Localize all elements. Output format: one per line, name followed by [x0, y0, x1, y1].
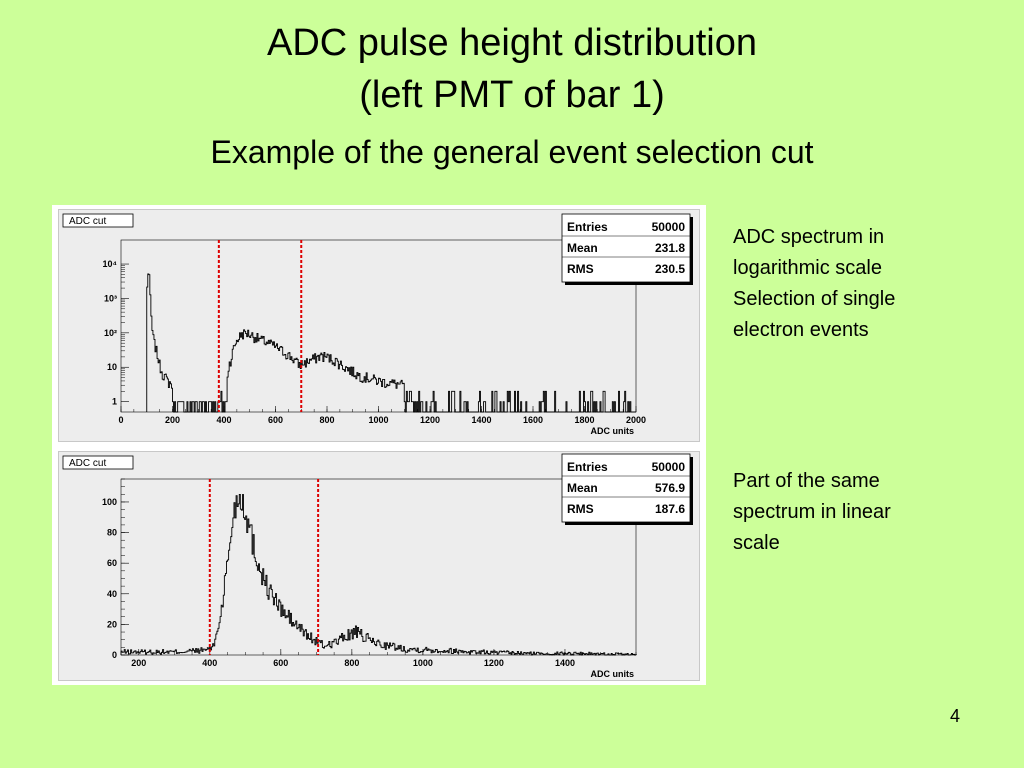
slide-title: ADC pulse height distribution [266, 22, 758, 64]
note-log-scale: ADC spectrum in logarithmic scale Select… [733, 222, 963, 346]
y-tick-label: 80 [107, 528, 117, 538]
y-tick-label: 1 [112, 397, 117, 407]
x-tick-label: 800 [319, 415, 334, 425]
stats-box [561, 453, 691, 523]
x-tick-label: 1600 [523, 415, 543, 425]
histogram-line [120, 494, 637, 656]
linear-histogram-panel: ADC cut 200 400 600 800 1000 1200 1400 ADC units… [58, 451, 700, 681]
x-tick-label: 1400 [471, 415, 491, 425]
x-tick-label: 0 [118, 415, 123, 425]
note-linear-scale: Part of the same spectrum in linear scal… [733, 466, 963, 559]
histogram-name-box [62, 213, 134, 228]
slide-title-line2: (left PMT of bar 1) [359, 74, 665, 116]
y-tick-label: 100 [102, 497, 117, 507]
x-tick-label: 400 [202, 658, 217, 668]
x-axis-label: ADC units [591, 426, 635, 436]
x-tick-label: 600 [273, 658, 288, 668]
note-line: spectrum in linear [733, 501, 891, 523]
stats-label: Entries [567, 220, 608, 234]
stats-label: RMS [567, 262, 594, 276]
log-histogram-svg: ADC cut 0 200 400 600 800 1000 1200 1400 1600 1800… [62, 213, 693, 436]
y-tick-label: 60 [107, 558, 117, 568]
note-line: logarithmic scale [733, 257, 882, 279]
y-tick-label: 40 [107, 589, 117, 599]
plot-frame [120, 239, 637, 413]
x-tick-label: 1800 [574, 415, 594, 425]
x-tick-label: 200 [165, 415, 180, 425]
stats-box [561, 213, 691, 283]
x-axis-label: ADC units [591, 669, 635, 679]
x-tick-label: 2000 [626, 415, 646, 425]
note-line: ADC spectrum in [733, 226, 885, 248]
y-tick-label: 0 [112, 650, 117, 660]
stats-label: Entries [567, 460, 608, 474]
y-tick-label: 10³ [104, 293, 117, 303]
x-tick-label: 1000 [413, 658, 433, 668]
x-tick-label: 1000 [368, 415, 388, 425]
note-line: electron events [733, 319, 869, 341]
log-histogram-panel: ADC cut 0 200 400 600 800 1000 1200 1400 1600 1800… [58, 209, 700, 442]
x-tick-label: 200 [131, 658, 146, 668]
y-tick-label: 10 [107, 362, 117, 372]
stats-value: 50000 [652, 460, 686, 474]
x-tick-label: 800 [344, 658, 359, 668]
stats-value: 576.9 [655, 481, 685, 495]
page-number: 4 [950, 706, 961, 726]
x-tick-label: 1200 [420, 415, 440, 425]
x-tick-label: 600 [268, 415, 283, 425]
y-tick-label: 20 [107, 619, 117, 629]
note-line: Part of the same [733, 470, 880, 492]
histogram-name-label: ADC cut [69, 458, 106, 469]
y-tick-label: 10⁴ [103, 259, 117, 269]
stats-label: RMS [567, 502, 594, 516]
stats-value: 50000 [652, 220, 686, 234]
stats-label: Mean [567, 481, 598, 495]
x-tick-label: 1400 [555, 658, 575, 668]
histogram-name-label: ADC cut [69, 216, 106, 227]
stats-label: Mean [567, 241, 598, 255]
stats-value: 187.6 [655, 502, 685, 516]
slide-subtitle: Example of the general event selection c… [210, 134, 814, 170]
plot-frame [120, 478, 637, 656]
note-line: Selection of single [733, 288, 896, 310]
note-line: scale [733, 532, 780, 554]
histogram-line [146, 273, 636, 413]
histogram-name-box [62, 455, 134, 470]
x-tick-label: 400 [216, 415, 231, 425]
histogram-figure: ADC cut 0 200 400 600 800 1000 1200 1400 1600 1800… [52, 205, 706, 685]
x-tick-label: 1200 [484, 658, 504, 668]
y-tick-label: 10² [104, 328, 117, 338]
stats-value: 230.5 [655, 262, 685, 276]
stats-value: 231.8 [655, 241, 685, 255]
